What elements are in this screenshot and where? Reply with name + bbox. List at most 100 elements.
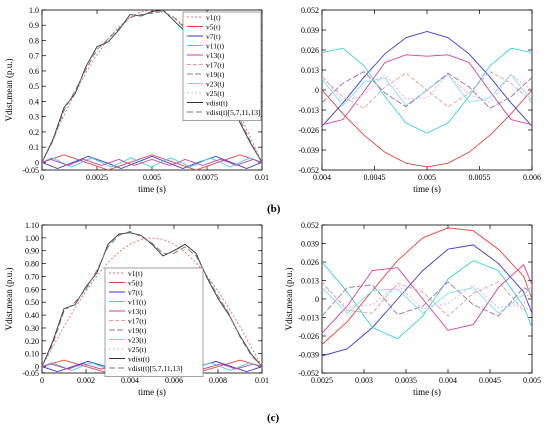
series-group (322, 31, 532, 168)
legend-label: v5(t) (206, 23, 221, 32)
legend-label: v11(t) (206, 42, 225, 51)
y-tick-label: 0.039 (301, 240, 319, 249)
series-line-v5-t- (322, 89, 532, 168)
legend-label: v25(t) (128, 345, 147, 354)
y-tick-label: -0.039 (298, 146, 319, 155)
x-tick-label: 0.0055 (469, 173, 491, 182)
x-tick-label: 0.006 (165, 376, 183, 385)
y-tick-label: 0.10 (25, 350, 39, 359)
y-tick-label: 1.00 (25, 234, 39, 243)
chart-c-right: -0.052 -0.039 -0.026 -0.013 0 0.013 0.026 0.039… (284, 221, 541, 397)
x-tick-label: 0.006 (523, 173, 541, 182)
y-tick-label: 0.4 (29, 97, 39, 106)
y-tick-label: 0.052 (301, 221, 319, 230)
y-axis-label: Vdist,mean (p.u.) (4, 59, 14, 122)
x-tick-label: 0.004 (121, 376, 139, 385)
y-tick-label: 0.50 (25, 298, 39, 307)
y-tick-label: 0.3 (29, 113, 39, 122)
y-tick-label: 0.8 (29, 36, 39, 45)
series-line-v7-t- (322, 31, 532, 127)
x-tick-label: 0.0045 (479, 376, 501, 385)
legend-label: v17(t) (206, 61, 225, 70)
y-tick-label: 0 (35, 363, 39, 372)
legend-label: vdist(t) (206, 99, 228, 108)
series-line-v13-t- (322, 264, 532, 334)
x-tick-label: 0.0075 (196, 173, 218, 182)
x-tick-label: 0.01 (255, 173, 269, 182)
y-tick-label: 0.90 (25, 247, 39, 256)
x-tick-label: 0 (40, 376, 44, 385)
y-tick-label: -0.013 (298, 314, 319, 323)
y-tick-label: 0.20 (25, 337, 39, 346)
x-tick-label: 0.0035 (395, 376, 417, 385)
series-line-v19-t- (322, 281, 532, 317)
y-tick-label: -0.05 (22, 369, 39, 378)
y-tick-label: -0.013 (298, 106, 319, 115)
x-tick-label: 0.004 (313, 173, 331, 182)
legend-label: v19(t) (128, 326, 147, 335)
legend-label: v7(t) (128, 288, 143, 297)
y-tick-label: -0.052 (298, 369, 319, 378)
series-line-v5-t- (322, 227, 532, 345)
series-line-v17-t- (322, 281, 532, 317)
series-line-v13-t- (42, 158, 262, 166)
series-line-vdist-t-5-7-11-13- (42, 230, 262, 367)
y-tick-label: 0 (315, 86, 319, 95)
legend-label: vdist(t)[5,7,11,13] (206, 108, 261, 117)
legend-label: v1(t) (128, 269, 143, 278)
series-group (322, 227, 532, 357)
y-tick-label: 0.9 (29, 21, 39, 30)
x-tick-label: 0.005 (523, 376, 541, 385)
legend-box (104, 267, 204, 377)
caption-c: (c) (267, 412, 280, 424)
legend-label: v11(t) (128, 298, 147, 307)
y-tick-label: 0.052 (301, 6, 319, 15)
chart-c-left: -0.050 0.10 0.20 0.30 0.40 0.50 0.60 0.70 0.80 0.… (4, 221, 269, 397)
x-tick-label: 0.005 (418, 173, 436, 182)
plot-frame (321, 224, 533, 374)
x-axis-label: time (s) (413, 184, 441, 194)
y-tick-label: 1.0 (29, 6, 39, 15)
series-line-v11-t- (322, 260, 532, 340)
series-line-v25-t- (322, 73, 532, 103)
caption-b: (b) (267, 203, 281, 215)
y-tick-label: 0.013 (301, 277, 319, 286)
legend-label: v7(t) (206, 32, 221, 41)
x-tick-label: 0.002 (77, 376, 95, 385)
legend-label: v17(t) (128, 317, 147, 326)
y-tick-label: 0.026 (301, 258, 319, 267)
x-axis-label: time (s) (138, 184, 166, 194)
y-tick-label: 0.30 (25, 324, 39, 333)
y-tick-label: 0.7 (29, 52, 39, 61)
legend-label: v23(t) (206, 80, 225, 89)
legend-label: v1(t) (206, 13, 221, 22)
y-tick-label: 0.5 (29, 82, 39, 91)
legend-label: v25(t) (206, 89, 225, 98)
series-line-v7-t- (42, 155, 262, 169)
x-tick-label: 0.0025 (311, 376, 333, 385)
y-tick-label: -0.026 (298, 332, 319, 341)
y-tick-label: 0.013 (301, 66, 319, 75)
legend-label: vdist(t)[5,7,11,13] (128, 364, 183, 373)
series-line-v7-t- (322, 244, 532, 357)
legend-label: v5(t) (128, 279, 143, 288)
x-axis-label: time (s) (413, 387, 441, 397)
y-tick-label: -0.039 (298, 351, 319, 360)
x-tick-label: 0.0025 (86, 173, 108, 182)
y-tick-label: -0.052 (298, 166, 319, 175)
x-tick-label: 0.01 (255, 376, 269, 385)
series-line-v23-t- (322, 73, 532, 107)
series-line-v11-t- (322, 47, 532, 134)
x-tick-label: 0.0045 (364, 173, 386, 182)
y-tick-label: 0.1 (29, 143, 39, 152)
legend-label: v23(t) (128, 336, 147, 345)
y-tick-label: 0.6 (29, 67, 39, 76)
series-line-vdist-t-5-7-11-13- (42, 11, 262, 163)
legend-label: v13(t) (206, 51, 225, 60)
series-line-v11-t- (42, 157, 260, 168)
y-tick-label: -0.05 (22, 166, 39, 175)
x-tick-label: 0.008 (209, 376, 227, 385)
x-tick-label: 0.004 (439, 376, 457, 385)
y-tick-label: 0.2 (29, 128, 39, 137)
legend-label: v19(t) (206, 70, 225, 79)
